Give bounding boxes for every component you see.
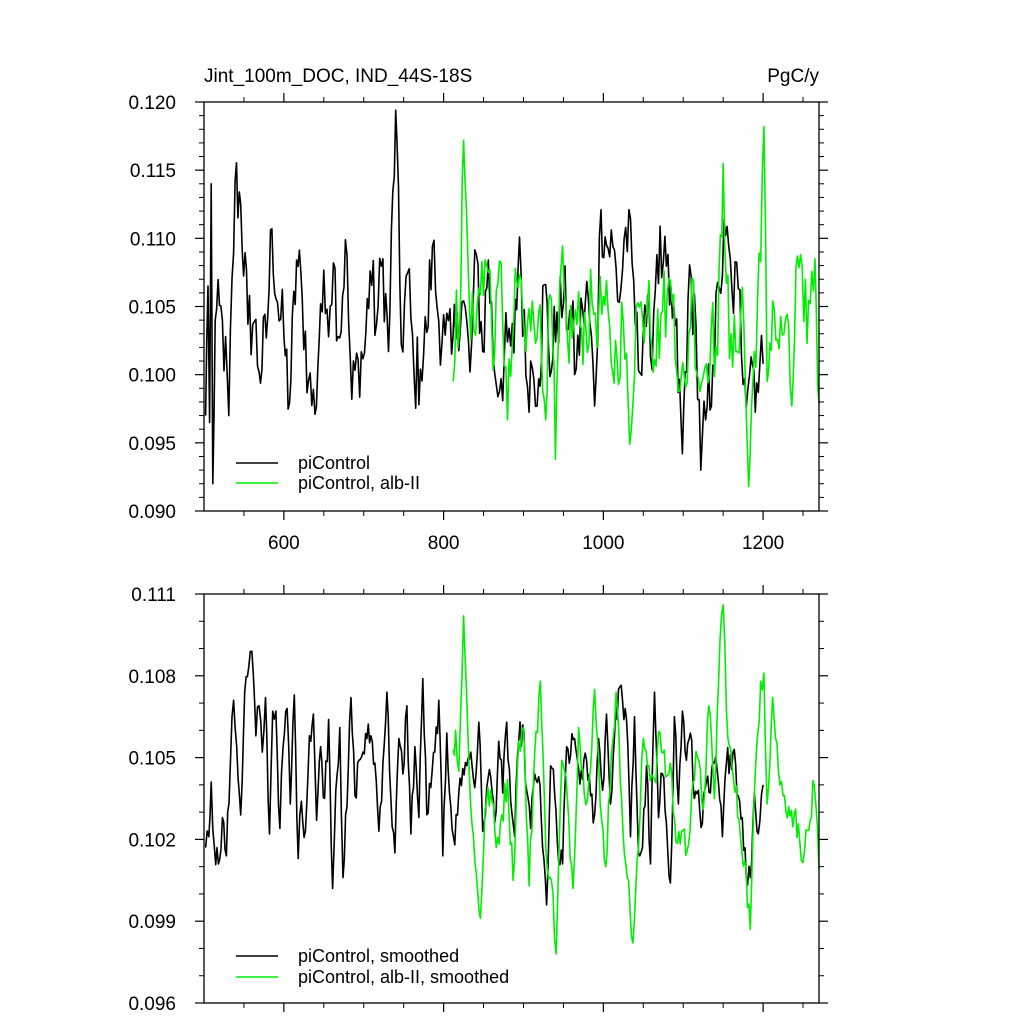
legend-label: piControl, smoothed — [298, 946, 459, 966]
legend-label: piControl, alb-II, smoothed — [298, 967, 509, 987]
bottom-axes: 0.096 0.099 0.102 0.105 0.108 0.111 — [128, 585, 828, 1015]
x-tick-label: 600 — [268, 533, 300, 554]
bottom-series-group — [204, 604, 820, 955]
y-tick-label: 0.095 — [128, 434, 176, 455]
x-tick-label: 800 — [428, 533, 460, 554]
y-tick-label: 0.111 — [131, 585, 176, 606]
y-tick-label: 0.090 — [128, 502, 176, 523]
chart-units: PgC/y — [767, 66, 819, 87]
y-tick-label: 0.120 — [128, 93, 176, 114]
y-tick-label: 0.110 — [130, 229, 176, 250]
y-tick-label: 0.099 — [128, 912, 176, 933]
y-tick-label: 0.105 — [128, 749, 176, 770]
top-series-group — [204, 109, 820, 488]
y-tick-label: 0.108 — [128, 667, 176, 688]
series-line-picontrol-alb-ii — [452, 125, 820, 488]
series-line-picontrol — [204, 109, 764, 485]
top-panel: Jint_100m_DOC, IND_44S-18S PgC/y 600 800 1… — [128, 66, 828, 554]
x-tick-label: 1000 — [582, 533, 624, 554]
top-axes: 600 800 1000 1200 0.090 0.095 0.100 0.105 0.110 0… — [128, 93, 828, 554]
plot-frame — [203, 101, 820, 512]
plot-frame — [203, 593, 820, 1004]
x-tick-label: 1200 — [742, 533, 784, 554]
y-tick-label: 0.115 — [130, 161, 176, 182]
legend-label: piControl, alb-II — [298, 473, 420, 493]
y-tick-label: 0.096 — [128, 994, 176, 1015]
y-tick-label: 0.100 — [128, 366, 176, 387]
series-line-picontrol — [204, 650, 764, 906]
y-tick-label: 0.105 — [128, 298, 176, 319]
y-tick-label: 0.102 — [128, 830, 176, 851]
bottom-panel: 0.096 0.099 0.102 0.105 0.108 0.111 piControl… — [128, 585, 828, 1015]
series-line-picontrol-alb-ii — [452, 604, 820, 955]
legend-label: piControl — [298, 453, 370, 473]
chart-title: Jint_100m_DOC, IND_44S-18S — [204, 66, 472, 87]
